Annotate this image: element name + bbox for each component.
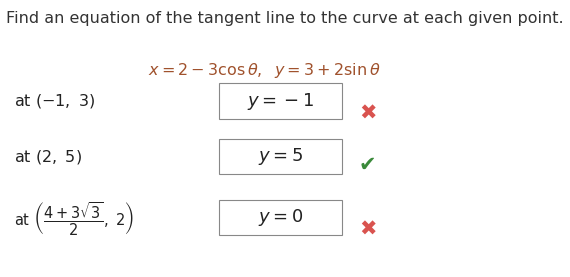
Text: $y = 5$: $y = 5$ (258, 146, 303, 167)
Text: ✔: ✔ (359, 155, 376, 175)
Text: $y = 3 + 2\sin\theta$: $y = 3 + 2\sin\theta$ (274, 61, 380, 80)
Text: $y = 0$: $y = 0$ (258, 207, 303, 228)
Text: at $\left(\dfrac{4 + 3\sqrt{3}}{2},\ 2\right)$: at $\left(\dfrac{4 + 3\sqrt{3}}{2},\ 2\r… (14, 201, 135, 238)
FancyBboxPatch shape (219, 83, 342, 119)
Text: Find an equation of the tangent line to the curve at each given point.: Find an equation of the tangent line to … (6, 11, 564, 26)
Text: ✖: ✖ (359, 104, 376, 124)
Text: at $(2,\ 5)$: at $(2,\ 5)$ (14, 148, 82, 165)
Text: $x = 2 - 3\cos\theta,$: $x = 2 - 3\cos\theta,$ (148, 61, 262, 79)
FancyBboxPatch shape (219, 139, 342, 174)
Text: ✖: ✖ (359, 220, 376, 240)
Text: $y = -1$: $y = -1$ (247, 91, 314, 112)
Text: at $(-1,\ 3)$: at $(-1,\ 3)$ (14, 92, 96, 110)
FancyBboxPatch shape (219, 200, 342, 235)
